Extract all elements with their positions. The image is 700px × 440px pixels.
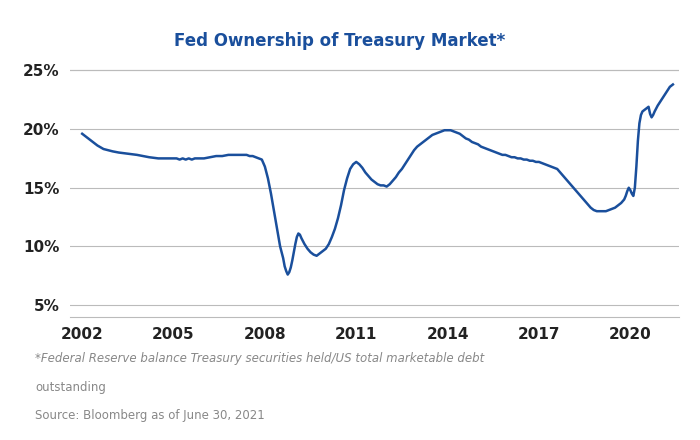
Text: *Federal Reserve balance Treasury securities held/US total marketable debt: *Federal Reserve balance Treasury securi… bbox=[35, 352, 484, 365]
Text: outstanding: outstanding bbox=[35, 381, 106, 394]
Text: Fed Ownership of Treasury Market*: Fed Ownership of Treasury Market* bbox=[174, 32, 505, 50]
Text: Source: Bloomberg as of June 30, 2021: Source: Bloomberg as of June 30, 2021 bbox=[35, 409, 265, 422]
